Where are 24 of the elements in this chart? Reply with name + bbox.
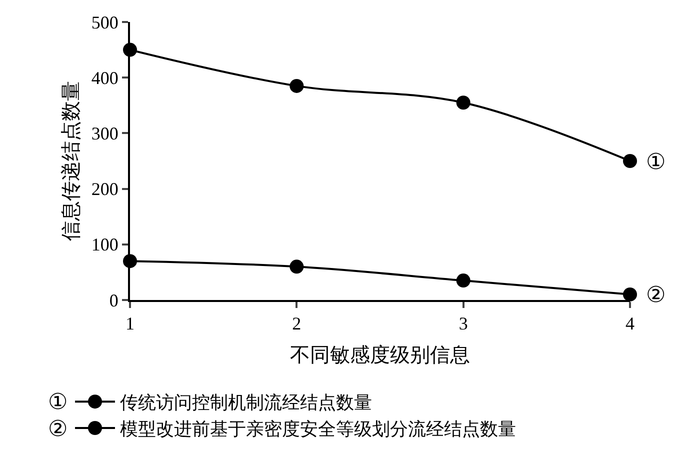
x-tick-label: 4 <box>626 314 634 334</box>
point <box>623 287 637 302</box>
y-tick-label: 0 <box>109 290 118 310</box>
annotation: ② <box>646 282 666 307</box>
point <box>290 78 304 93</box>
text: ① <box>48 389 68 414</box>
x-axis-title: 不同敏感度级别信息 <box>290 344 470 367</box>
legend-label: 传统访问控制机制流经结点数量 <box>120 392 372 413</box>
point <box>456 96 470 110</box>
legend-label: 模型改进前基于亲密度安全等级划分流经结点数量 <box>120 419 516 440</box>
y-tick-label: 400 <box>91 68 118 88</box>
y-tick-label: 500 <box>91 12 118 32</box>
text: ② <box>48 416 68 441</box>
annotation: ① <box>646 149 666 174</box>
y-tick-label: 100 <box>91 234 118 255</box>
y-tick-label: 300 <box>91 124 118 144</box>
x-tick-label: 2 <box>292 314 302 334</box>
point <box>290 260 304 274</box>
y-axis-title: 信息传递结点数量 <box>60 81 82 241</box>
x-tick-label: 3 <box>458 314 468 334</box>
point <box>623 154 637 168</box>
y-tick-label: 200 <box>91 179 118 200</box>
x-tick-label: 1 <box>126 314 134 334</box>
point <box>456 274 470 288</box>
